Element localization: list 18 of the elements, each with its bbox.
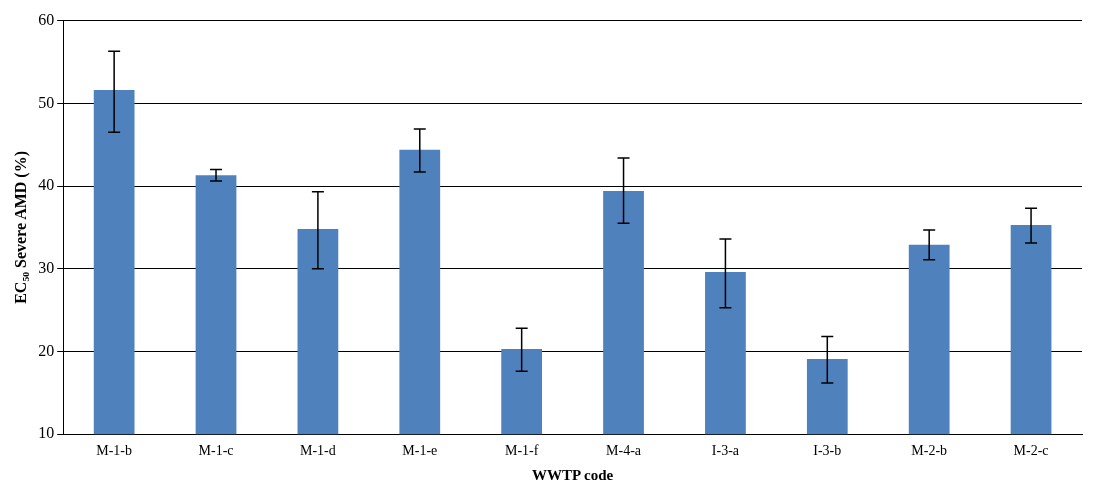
y-tick-label: 10 [38,424,55,442]
x-tick-label: I-3-a [711,443,740,459]
y-tick-label: 60 [38,10,55,28]
x-tick-label: M-4-a [606,443,642,459]
x-tick-label: M-2-b [911,443,948,459]
x-tick-label: M-1-e [402,443,438,459]
x-tick-label: M-1-b [96,443,133,459]
y-tick-label: 50 [38,93,55,111]
y-axis-title: EC₅₀ Severe AMD (%) [11,150,30,304]
y-tick-label: 30 [38,258,55,276]
x-tick-label: I-3-b [813,443,842,459]
x-tick-label: M-2-c [1013,443,1049,459]
x-axis-title: WWTP code [531,466,614,483]
y-tick-label: 40 [38,176,55,194]
y-tick-label: 20 [38,341,55,359]
x-tick-label: M-1-d [300,443,336,459]
x-tick-label: M-1-f [504,443,539,459]
x-tick-label: M-1-c [198,443,234,459]
